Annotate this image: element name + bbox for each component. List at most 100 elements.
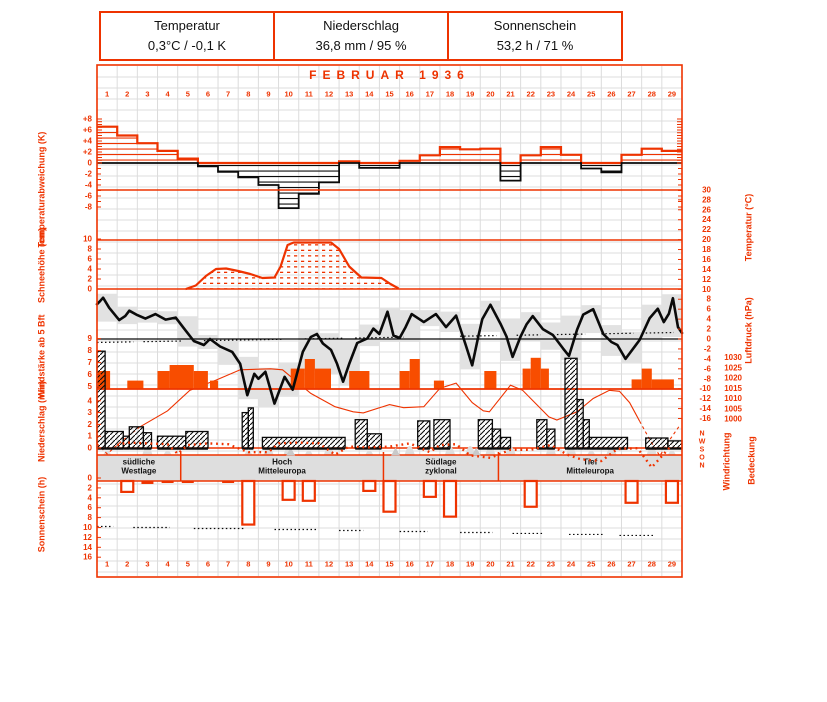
day-number-bottom: 1 (105, 560, 109, 569)
snow-depth-line (184, 241, 400, 291)
tick-label: +2 (83, 148, 93, 157)
chart-frame (96, 64, 683, 578)
day-number-top: 1 (105, 90, 109, 99)
day-number-top: 22 (527, 90, 535, 99)
wind-force-bar (127, 380, 144, 389)
tick-label: -16 (699, 414, 711, 423)
tick-label: 0 (88, 285, 93, 294)
day-number-top: 7 (226, 90, 230, 99)
day-number-top: 13 (345, 90, 353, 99)
precipitation-bar (241, 411, 249, 449)
temperature-range-band (218, 340, 239, 365)
day-number-bottom: 7 (226, 560, 230, 569)
tick-label: 3 (88, 408, 93, 417)
tick-label: -10 (699, 384, 711, 393)
day-number-bottom: 23 (547, 560, 555, 569)
summary-header: Temperatur 0,3°C / -0,1 K Niederschlag 3… (99, 11, 623, 61)
wind-force-bar (314, 368, 331, 389)
tick-label: 12 (83, 533, 92, 542)
wind-force-bar (399, 371, 410, 389)
tick-label: 9 (88, 334, 93, 343)
wind-force-bar (349, 371, 370, 389)
day-number-bottom: 28 (648, 560, 656, 569)
day-number-top: 8 (246, 90, 250, 99)
sunshine-bar (523, 479, 538, 508)
wind-force-bar (409, 359, 420, 389)
circulation-label: Südlage (425, 458, 457, 467)
sunshine-bar (442, 479, 458, 518)
day-number-bottom: 17 (426, 560, 434, 569)
tick-label: 28 (702, 195, 711, 204)
precipitation-bar (104, 430, 124, 449)
tick-label: 12 (702, 275, 711, 284)
summary-cell-sunshine: Sonnenschein 53,2 h / 71 % (447, 13, 621, 59)
precipitation-bar (433, 419, 451, 449)
tick-label: 14 (83, 543, 92, 552)
tick-label: 1025 (724, 363, 742, 372)
axis-label-sunshine: Sonnenschein (h) (36, 476, 47, 553)
tick-label: 4 (707, 315, 712, 324)
day-number-top: 25 (587, 90, 595, 99)
sunshine-bar (120, 479, 135, 493)
summary-value: 0,3°C / -0,1 K (147, 38, 227, 54)
precipitation-bar (247, 407, 254, 449)
deviation-negative-fill (97, 163, 682, 209)
day-number-top: 6 (206, 90, 210, 99)
sunshine-bar (362, 479, 377, 492)
wind-force-bar (641, 368, 652, 389)
tick-label: 24 (702, 215, 711, 224)
day-number-bottom: 16 (406, 560, 414, 569)
tick-label: 6 (88, 255, 93, 264)
tick-label: 6 (88, 503, 93, 512)
day-number-bottom: 6 (206, 560, 210, 569)
day-number-top: 27 (627, 90, 635, 99)
tick-label: 2 (88, 275, 93, 284)
temperature-range-band (500, 319, 521, 361)
day-number-top: 5 (186, 90, 190, 99)
tick-label: 8 (88, 513, 93, 522)
tick-label: -4 (85, 181, 93, 190)
day-number-bottom: 19 (466, 560, 474, 569)
temperature-range-band (97, 293, 118, 322)
mean-temperature-dotted (203, 338, 283, 342)
day-number-top: 24 (567, 90, 576, 99)
tick-label: -8 (704, 374, 712, 383)
wind-force-bar (540, 368, 549, 389)
wind-direction-letter: N (699, 463, 704, 470)
precipitation-bar (564, 357, 578, 449)
axis-label-cloud-cover: Bedeckung (746, 436, 757, 485)
day-number-top: 20 (486, 90, 494, 99)
deviation-positive-fill (97, 126, 682, 163)
circulation-label: Hoch (272, 458, 292, 467)
precipitation-bar (582, 419, 590, 449)
snow-depth-area (185, 242, 399, 289)
day-number-bottom: 24 (567, 560, 576, 569)
period-marker (286, 447, 296, 456)
sunshine-bar (664, 479, 680, 504)
precipitation-bar (645, 437, 669, 449)
temperature-range-band (399, 310, 420, 343)
day-number-top: 14 (365, 90, 374, 99)
day-number-top: 19 (466, 90, 474, 99)
precipitation-bar (491, 428, 502, 449)
tick-label: 8 (88, 346, 93, 355)
day-number-top: 10 (284, 90, 292, 99)
tick-label: 14 (702, 265, 711, 274)
day-number-top: 4 (166, 90, 171, 99)
precipitation-bar (536, 419, 548, 449)
tick-label: 4 (88, 493, 93, 502)
day-number-bottom: 22 (527, 560, 535, 569)
tick-label: 26 (702, 205, 711, 214)
summary-cell-temperature: Temperatur 0,3°C / -0,1 K (101, 13, 273, 59)
temperature-range-band (641, 304, 662, 340)
sunshine-bar (241, 479, 256, 526)
tick-label: +8 (83, 115, 93, 124)
day-number-bottom: 20 (486, 560, 494, 569)
temperature-range-band (520, 312, 541, 341)
tick-label: 1 (88, 432, 93, 441)
tick-label: 10 (702, 285, 711, 294)
day-number-bottom: 10 (284, 560, 292, 569)
day-number-top: 2 (125, 90, 129, 99)
day-number-top: 15 (385, 90, 393, 99)
temperature-range-band (540, 322, 561, 350)
